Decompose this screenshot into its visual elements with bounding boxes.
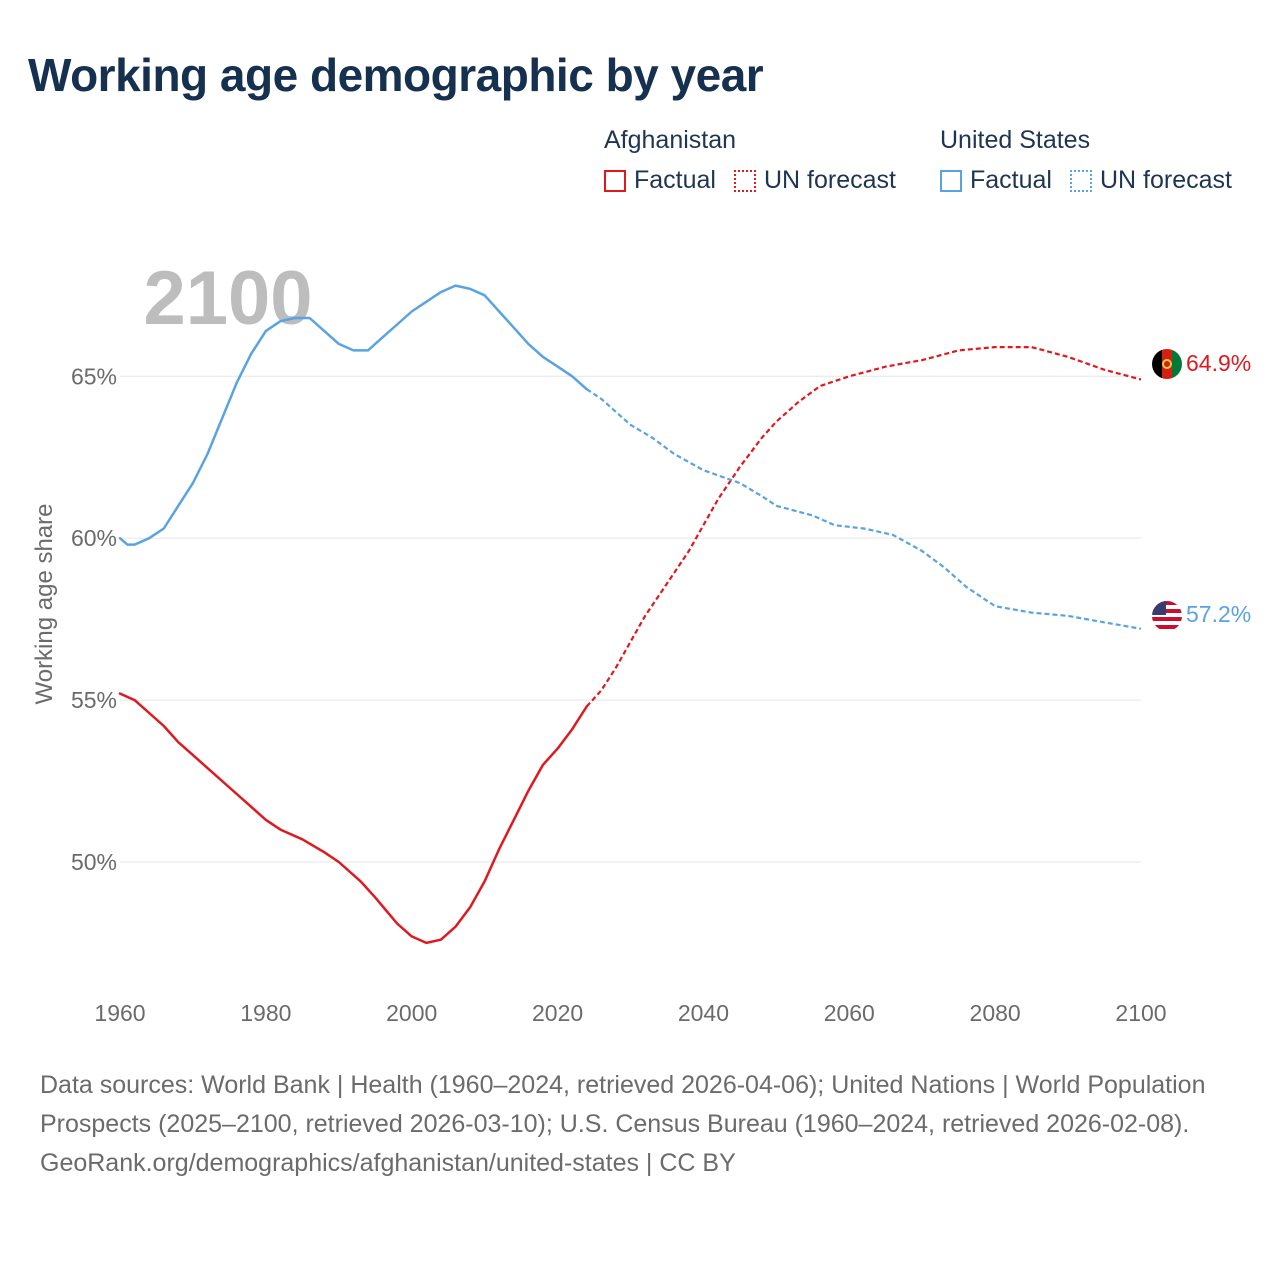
year-watermark: 2100 [143, 256, 312, 341]
dotted-line-swatch-icon [733, 169, 756, 192]
x-tick-label: 2040 [678, 1000, 729, 1026]
x-axis-ticks: 1960 1980 2000 2020 2040 2060 2080 2100 [94, 1000, 1166, 1026]
dotted-line-swatch-icon [1069, 169, 1092, 192]
solid-line-swatch-icon [604, 169, 626, 192]
y-tick-label: 65% [71, 363, 117, 389]
gridlines [120, 375, 1141, 863]
x-tick-label: 2080 [970, 1000, 1021, 1026]
legend-group-name: Afghanistan [604, 126, 737, 154]
x-tick-label: 2000 [386, 1000, 437, 1026]
legend-item-us-forecast[interactable]: UN forecast [1069, 166, 1232, 195]
series-line-afghanistan-factual [118, 692, 588, 945]
legend-label: Factual [970, 166, 1052, 194]
end-value-label-afghanistan: 64.9% [1186, 350, 1251, 376]
legend-item-afghanistan-factual[interactable]: Factual [604, 166, 716, 195]
legend-label: UN forecast [1099, 166, 1232, 194]
series-line-afghanistan-forecast [585, 346, 1142, 708]
y-tick-label: 50% [71, 849, 117, 875]
series-line-united-states-forecast [586, 388, 1142, 630]
x-tick-label: 2060 [824, 1000, 875, 1026]
legend-group-name: United States [940, 126, 1091, 154]
x-tick-label: 2020 [532, 1000, 583, 1026]
legend-label: UN forecast [763, 166, 896, 194]
x-tick-label: 2100 [1115, 1000, 1166, 1026]
y-tick-label: 60% [71, 525, 117, 551]
united-states-flag-icon [1152, 601, 1182, 631]
afghanistan-flag-icon [1152, 349, 1182, 379]
y-axis-label: Working age share [31, 504, 58, 705]
data-sources: Data sources: World Bank | Health (1960–… [40, 1071, 1206, 1138]
x-tick-label: 1980 [240, 1000, 291, 1026]
legend-label: Factual [634, 166, 716, 194]
y-axis-ticks: 50% 55% 60% 65% [71, 363, 117, 875]
line-chart: 2100 50% 55% 60% 65% 1960 1980 2000 2020 2040 20… [31, 256, 1251, 1026]
chart-title: Working age demographic by year [28, 49, 764, 101]
y-tick-label: 55% [71, 687, 117, 713]
solid-line-swatch-icon [940, 169, 962, 192]
source-url[interactable]: GeoRank.org/demographics/afghanistan/uni… [40, 1149, 736, 1177]
legend-afghanistan: Afghanistan Factual UN forecast [604, 124, 914, 195]
legend-item-afghanistan-forecast[interactable]: UN forecast [733, 166, 896, 195]
legend-item-us-factual[interactable]: Factual [940, 166, 1052, 195]
footer: Data sources: World Bank | Health (1960–… [40, 1066, 1240, 1183]
series-lines [118, 284, 1142, 945]
end-value-label-united-states: 57.2% [1186, 601, 1251, 627]
legend-united-states: United States Factual UN forecast [940, 124, 1232, 195]
x-tick-label: 1960 [94, 1000, 145, 1026]
series-line-united-states-factual [118, 284, 588, 546]
